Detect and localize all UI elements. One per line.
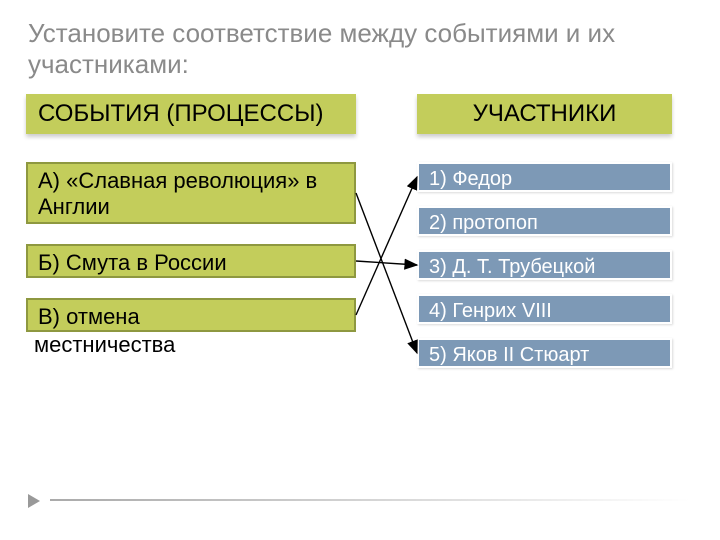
participant-box-4: 4) Генрих VIII [417,294,672,324]
header-events: СОБЫТИЯ (ПРОЦЕССЫ) [26,94,356,134]
connector-arrow [356,177,417,315]
event-box-v-overflow: местничества [34,332,175,358]
footer-arrow-icon [28,494,40,508]
participant-box-1: 1) Федор [417,162,672,192]
participant-box-5: 5) Яков II Стюарт [417,338,672,368]
slide-title: Установите соответствие между событиями … [28,18,668,80]
event-box-v: В) отмена [26,298,356,332]
connector-arrow [356,193,417,353]
footer-line [50,499,690,501]
connector-arrow [356,261,417,265]
header-participants: УЧАСТНИКИ [417,94,672,134]
event-box-a: А) «Славная революция» в Англии [26,162,356,224]
event-box-b: Б) Смута в России [26,244,356,278]
participant-box-2: 2) протопоп [417,206,672,236]
participant-box-3: 3) Д. Т. Трубецкой [417,250,672,280]
